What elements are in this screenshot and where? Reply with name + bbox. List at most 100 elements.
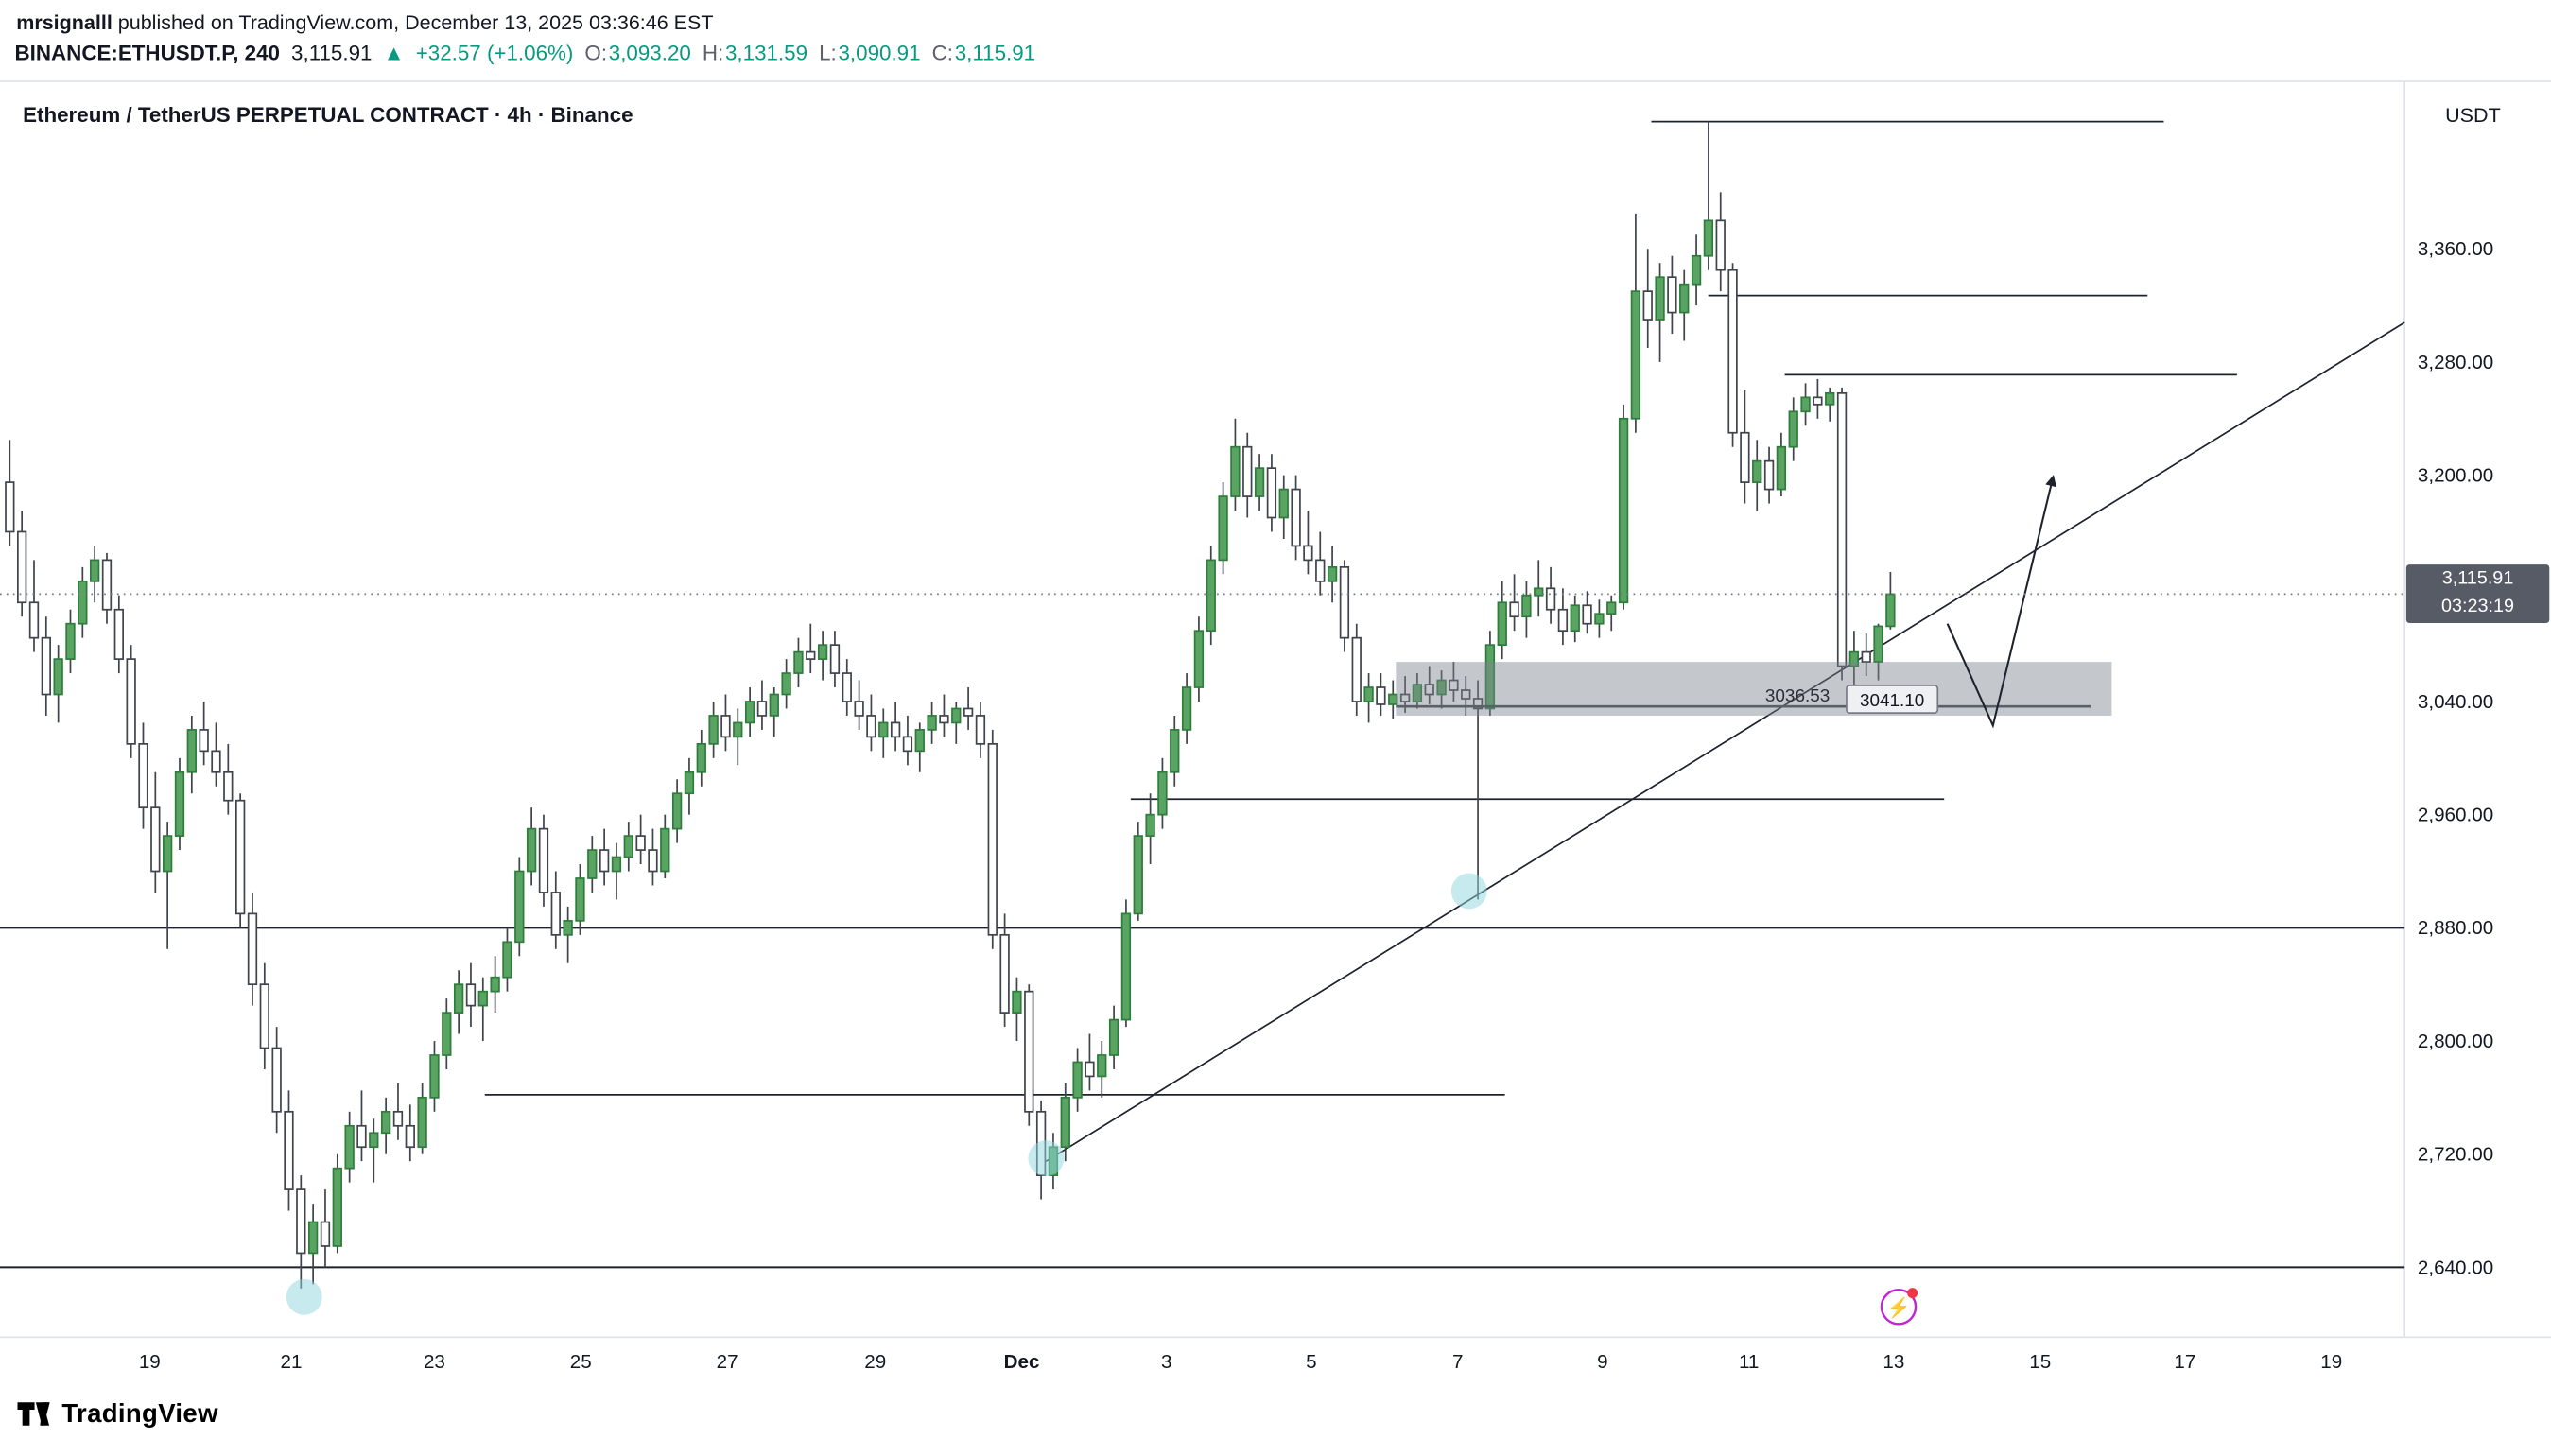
- currency-label: USDT: [2445, 104, 2501, 128]
- candle: [1691, 254, 1702, 286]
- time-tick-label: 7: [1452, 1351, 1463, 1373]
- candle: [113, 608, 124, 660]
- candle: [963, 707, 974, 717]
- candle: [1097, 1054, 1107, 1078]
- price-tick-label: 3,200.00: [2418, 465, 2493, 487]
- candle: [1012, 990, 1022, 1014]
- time-tick-label: 13: [1883, 1351, 1904, 1373]
- candle: [829, 644, 841, 674]
- price-tick-label: 3,360.00: [2418, 238, 2493, 260]
- candle: [307, 1221, 319, 1255]
- candle: [1181, 686, 1192, 731]
- candle: [987, 743, 998, 936]
- candle: [744, 701, 755, 724]
- symbol-name[interactable]: BINANCE:ETHUSDT.P, 240: [14, 41, 281, 65]
- ohlc-low: L: 3,090.91: [819, 41, 921, 65]
- projection-arrow[interactable]: [1946, 475, 2056, 729]
- ohlc-open: O: 3,093.20: [584, 41, 691, 65]
- published-line: mrsignalll published on TradingView.com,…: [16, 11, 713, 34]
- candle: [1472, 698, 1484, 710]
- time-tick-label: 21: [281, 1351, 303, 1373]
- candle: [708, 715, 719, 745]
- candle: [599, 849, 610, 873]
- candle: [733, 721, 743, 738]
- pivot-highlight-circle[interactable]: [1450, 873, 1487, 910]
- tradingview-brand-text[interactable]: TradingView: [61, 1399, 218, 1428]
- candle: [1642, 290, 1653, 321]
- candle: [623, 835, 633, 858]
- candle: [380, 1110, 391, 1135]
- candle: [878, 721, 889, 738]
- candle: [1170, 729, 1180, 773]
- candle: [1120, 912, 1132, 1021]
- candle: [1776, 445, 1787, 491]
- candle: [1667, 276, 1677, 314]
- candle: [101, 559, 113, 611]
- candle: [1339, 566, 1350, 639]
- candle: [611, 856, 622, 873]
- candle: [1825, 391, 1835, 406]
- candle: [1351, 636, 1362, 702]
- candle: [332, 1167, 342, 1247]
- candle: [1618, 417, 1629, 604]
- pivot-highlight-circle[interactable]: [286, 1278, 322, 1315]
- price-tick-label: 3,280.00: [2418, 352, 2493, 373]
- candle: [1788, 410, 1798, 448]
- candle: [234, 799, 246, 915]
- candle: [1534, 587, 1544, 597]
- last-price: 3,115.91: [291, 41, 373, 65]
- candle: [1024, 990, 1034, 1113]
- candle: [1570, 604, 1580, 633]
- candle: [671, 792, 683, 830]
- candle: [1484, 644, 1496, 710]
- price-tick-label: 2,880.00: [2418, 917, 2493, 939]
- pivot-highlight-circle[interactable]: [1028, 1140, 1065, 1177]
- candle: [563, 920, 573, 936]
- candle: [1424, 684, 1434, 696]
- candle: [320, 1221, 331, 1247]
- candle: [1885, 593, 1896, 628]
- flash-icon[interactable]: [1880, 1289, 1918, 1326]
- candle: [927, 715, 937, 731]
- candle: [890, 721, 901, 738]
- candle: [939, 715, 949, 724]
- zone-price-box[interactable]: [1846, 684, 1939, 714]
- candle: [1388, 693, 1398, 705]
- tradingview-logo-icon[interactable]: [16, 1397, 50, 1431]
- candle: [174, 771, 185, 837]
- candle: [465, 983, 477, 1007]
- time-tick-label: 29: [864, 1351, 886, 1373]
- trendline[interactable]: [1045, 321, 2405, 1162]
- candle: [1193, 630, 1205, 688]
- candle: [975, 715, 986, 745]
- candle: [442, 1012, 452, 1056]
- candle: [5, 481, 15, 533]
- time-tick-label: 9: [1597, 1351, 1607, 1373]
- candle: [1254, 467, 1265, 497]
- candle: [1133, 835, 1143, 915]
- candle: [1521, 594, 1532, 618]
- candle: [199, 729, 209, 753]
- candle: [453, 983, 464, 1014]
- zone-box-label: 3041.10: [1860, 691, 1924, 711]
- candle: [526, 827, 537, 873]
- candle: [356, 1124, 367, 1149]
- ohlc-close: C: 3,115.91: [931, 41, 1036, 65]
- candle: [1291, 488, 1301, 547]
- candle: [842, 672, 852, 702]
- candle: [902, 736, 913, 753]
- candle: [1242, 445, 1253, 497]
- price-tick-label: 2,800.00: [2418, 1031, 2493, 1052]
- candle: [53, 658, 63, 696]
- candle: [477, 990, 488, 1007]
- candle: [635, 835, 646, 851]
- candle: [223, 771, 234, 802]
- ohlc-high: H: 3,131.59: [702, 41, 808, 65]
- candle: [344, 1124, 355, 1170]
- candle: [405, 1124, 415, 1149]
- candle: [575, 877, 585, 922]
- footer: TradingView: [16, 1397, 218, 1431]
